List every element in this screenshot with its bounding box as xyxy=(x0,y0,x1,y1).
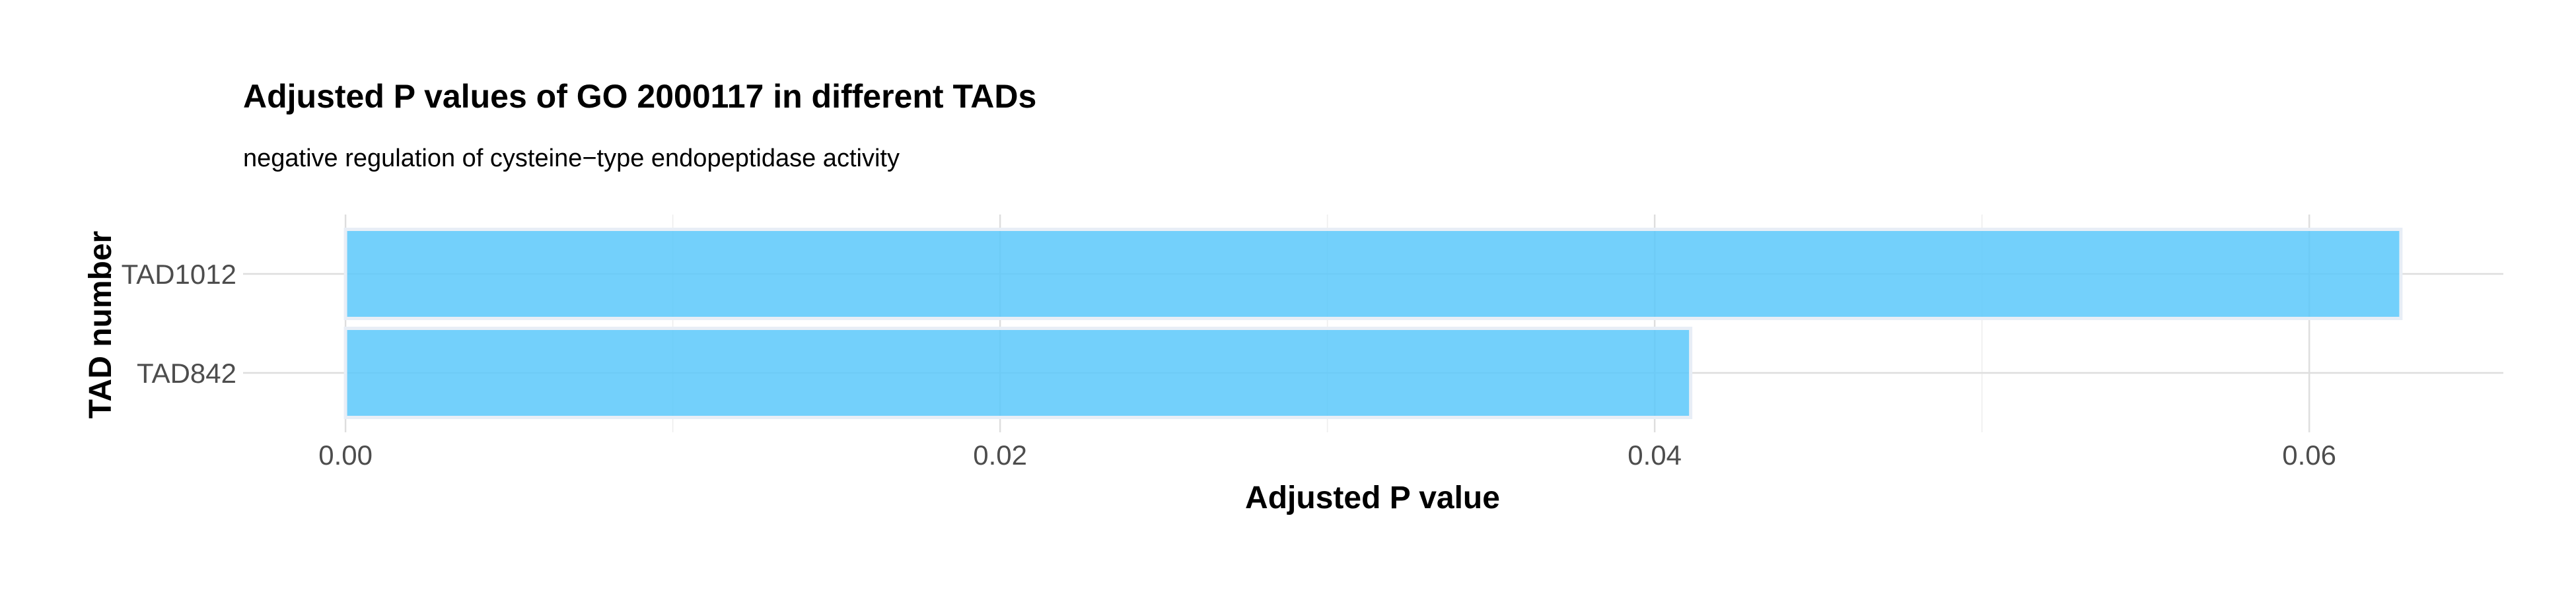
y-axis-title: TAD number xyxy=(83,231,118,418)
bars-layer xyxy=(343,228,2403,419)
chart-subtitle: negative regulation of cysteine−type end… xyxy=(243,145,900,172)
x-tick-labels: 0.00 0.02 0.04 0.06 xyxy=(318,440,2336,471)
bar-tad842 xyxy=(343,327,1693,419)
chart-title: Adjusted P values of GO 2000117 in diffe… xyxy=(243,78,1036,115)
bar-tad1012 xyxy=(343,228,2403,320)
x-tick-label: 0.06 xyxy=(2282,440,2336,471)
x-tick-label: 0.04 xyxy=(1628,440,1682,471)
y-tick-label: TAD1012 xyxy=(122,259,236,290)
x-tick-label: 0.00 xyxy=(318,440,373,471)
y-tick-label: TAD842 xyxy=(137,358,236,389)
x-axis-title: Adjusted P value xyxy=(1245,480,1500,515)
x-tick-label: 0.02 xyxy=(973,440,1027,471)
y-tick-labels: TAD1012 TAD842 xyxy=(122,259,236,389)
